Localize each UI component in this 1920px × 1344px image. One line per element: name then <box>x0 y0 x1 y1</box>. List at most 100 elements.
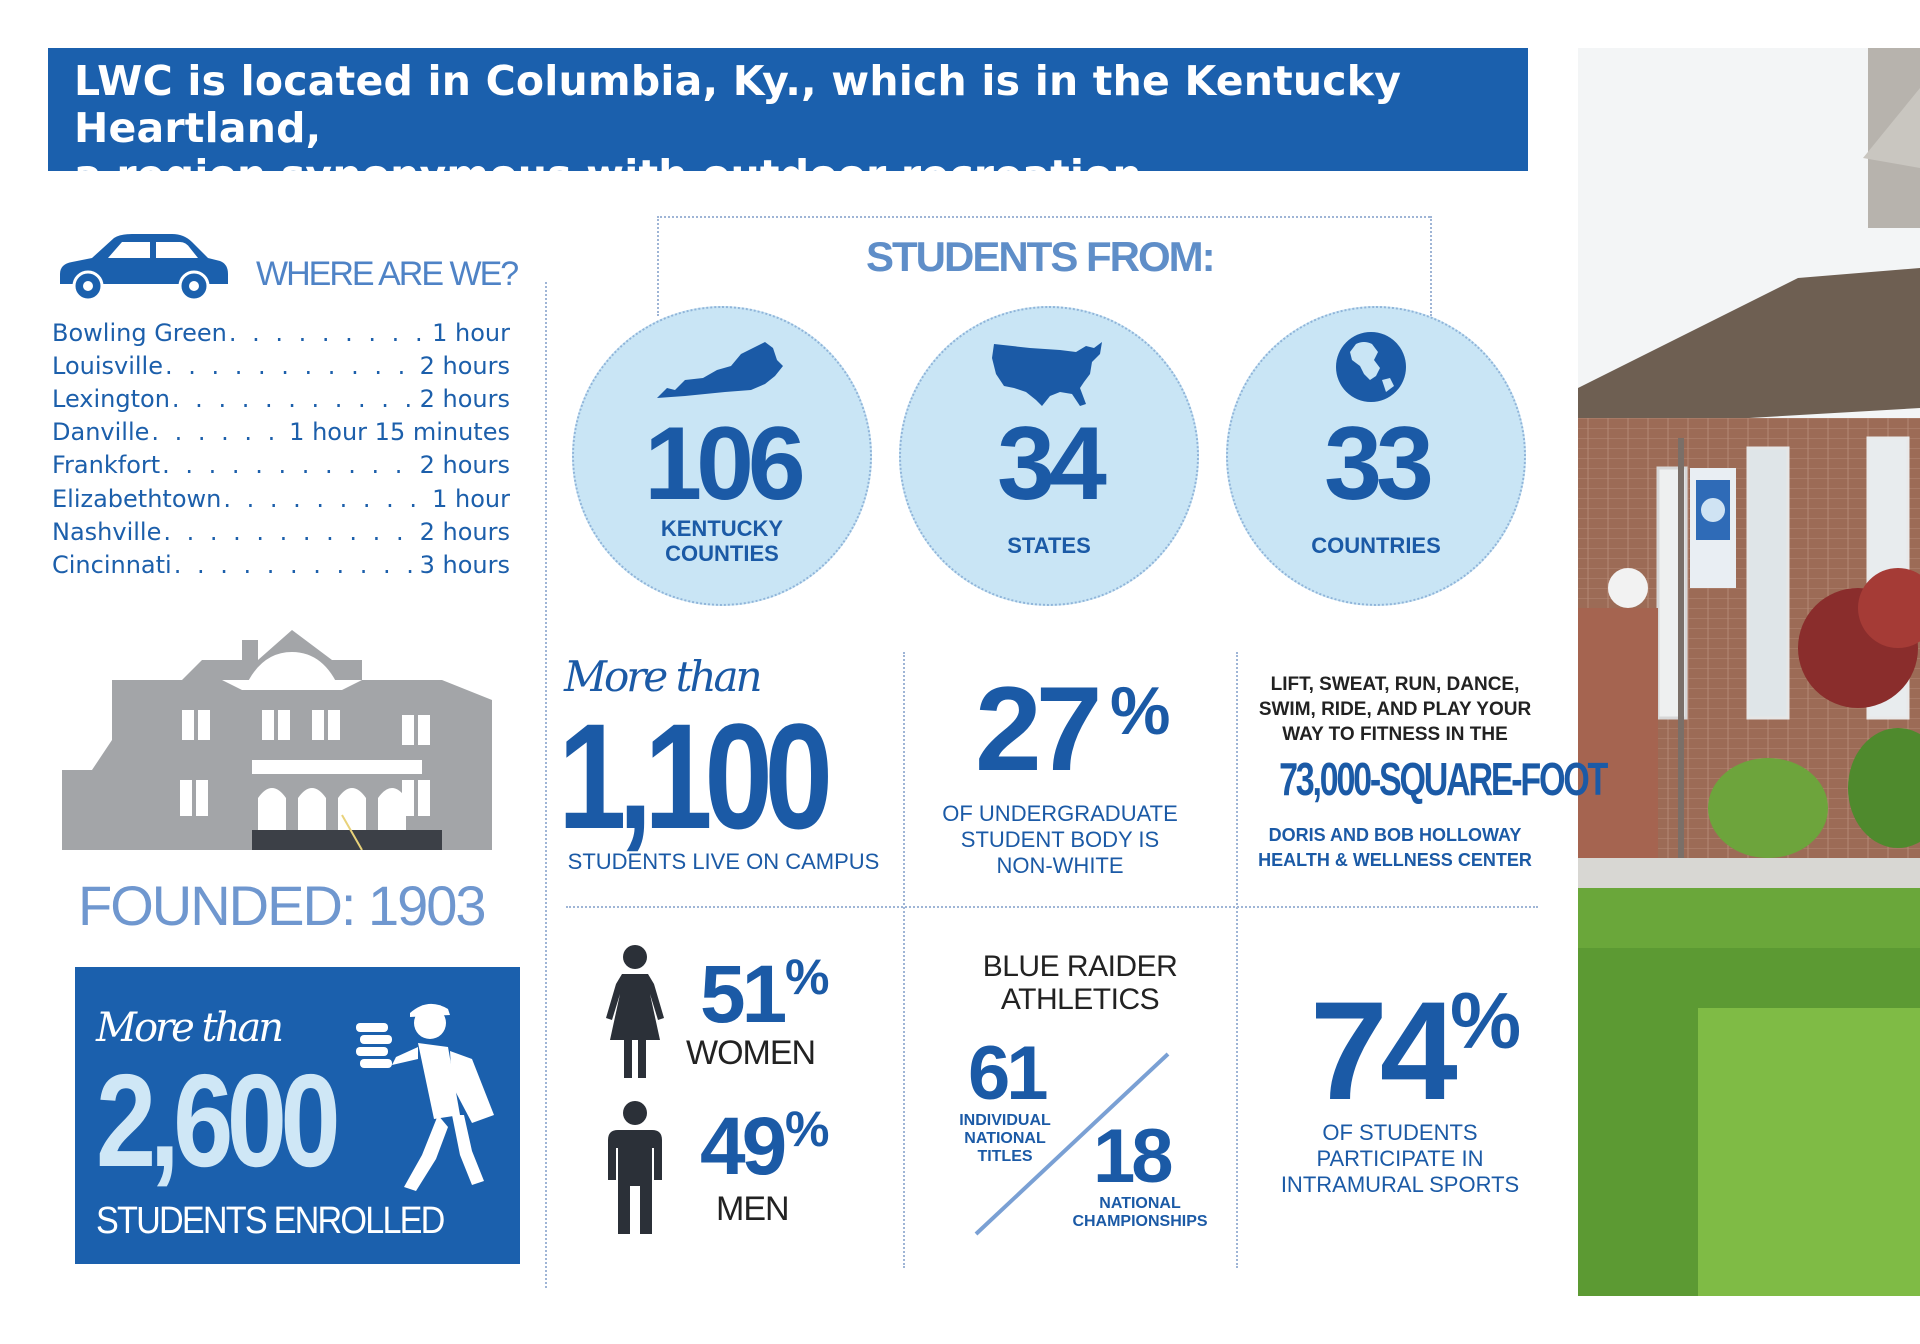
countries-number: 33 <box>1324 406 1434 522</box>
men-percent: 49 <box>700 1101 787 1192</box>
athletics-label-line: NATIONAL <box>1099 1195 1181 1212</box>
center-line: HEALTH & WELLNESS CENTER <box>1258 850 1532 870</box>
fitness-line: LIFT, SWEAT, RUN, DANCE, <box>1270 674 1520 695</box>
students-from-frame <box>657 216 659 316</box>
athletics-label-line: TITLES <box>977 1148 1033 1165</box>
car-icon <box>60 234 228 302</box>
women-label: WOMEN <box>686 1034 816 1072</box>
caption-line: OF UNDERGRADUATE <box>942 801 1178 826</box>
distance-time: 2 hours <box>419 451 510 479</box>
divider <box>545 282 547 1288</box>
countries-label: COUNTRIES <box>1311 533 1441 558</box>
caption-line: STUDENT BODY IS <box>960 827 1160 852</box>
circle-label-line: KENTUCKY <box>660 516 784 541</box>
distance-time: 1 hour <box>432 485 510 513</box>
globe-icon <box>1336 332 1406 402</box>
caption-line: INTRAMURAL SPORTS <box>1280 1172 1520 1197</box>
divider <box>566 906 1538 908</box>
caption-line: PARTICIPATE IN <box>1316 1146 1484 1171</box>
states-label: STATES <box>1007 533 1091 558</box>
distance-row: Nashville 2 hours <box>52 518 510 546</box>
athletics-label-line: INDIVIDUAL <box>959 1112 1051 1129</box>
intramural-number: 74 <box>1310 972 1458 1129</box>
circle-label-line: COUNTIES <box>665 541 779 566</box>
campus-photo-illustration <box>1578 48 1920 1296</box>
individual-titles-label: INDIVIDUAL NATIONAL TITLES <box>945 1112 1065 1166</box>
students-from-frame <box>1430 216 1432 316</box>
campus-photo <box>1578 48 1920 1296</box>
caption-line: OF STUDENTS <box>1322 1120 1478 1145</box>
kentucky-counties-label: KENTUCKY COUNTIES <box>572 516 872 566</box>
athletics-divider-slash <box>974 1052 1170 1236</box>
athletics-label-line: NATIONAL <box>964 1130 1046 1147</box>
usa-map-icon <box>992 342 1102 406</box>
fitness-text: LIFT, SWEAT, RUN, DANCE, SWIM, RIDE, AND… <box>1235 672 1555 747</box>
distance-city: Lexington <box>52 385 170 413</box>
housing-number: 1,100 <box>558 692 833 860</box>
historic-building-icon <box>62 630 492 850</box>
distance-city: Elizabethtown <box>52 485 222 513</box>
caption-line: NON-WHITE <box>996 853 1124 878</box>
students-from-frame <box>657 216 1430 218</box>
distance-city: Louisville <box>52 352 163 380</box>
where-title: WHERE ARE WE? <box>256 255 519 293</box>
enrollment-more-than: More than <box>96 1005 284 1051</box>
athletics-title-line: ATHLETICS <box>1000 983 1160 1016</box>
states-number: 34 <box>997 406 1107 522</box>
championships-label: NATIONAL CHAMPIONSHIPS <box>1065 1195 1215 1231</box>
distance-time: 1 hour <box>432 319 510 347</box>
intramural-percent-sign: % <box>1450 976 1522 1065</box>
intramural-caption: OF STUDENTS PARTICIPATE IN INTRAMURAL SP… <box>1260 1120 1540 1198</box>
housing-more-than: More than <box>564 652 763 701</box>
header-text: LWC is located in Columbia, Ky., which i… <box>74 58 1514 199</box>
center-line: DORIS AND BOB HOLLOWAY <box>1268 825 1522 845</box>
distance-row: Frankfort 2 hours <box>52 451 510 479</box>
divider <box>903 652 905 1268</box>
diversity-caption: OF UNDERGRADUATE STUDENT BODY IS NON-WHI… <box>930 801 1190 879</box>
kentucky-map-icon <box>657 342 783 398</box>
distance-time: 2 hours <box>419 385 510 413</box>
distance-time: 1 hour 15 minutes <box>289 418 510 446</box>
athletics-title-line: BLUE RAIDER <box>982 950 1178 983</box>
distance-row: Lexington 2 hours <box>52 385 510 413</box>
distance-time: 2 hours <box>419 352 510 380</box>
divider <box>1236 652 1238 1268</box>
distance-row: Danville 1 hour 15 minutes <box>52 418 510 446</box>
distance-row: Bowling Green 1 hour <box>52 319 510 347</box>
distance-row: Elizabethtown 1 hour <box>52 485 510 513</box>
diversity-percent-sign: % <box>1110 673 1171 749</box>
fitness-square-footage: 73,000-SQUARE-FOOT <box>1279 753 1608 805</box>
championships-number: 18 <box>1093 1114 1174 1199</box>
header-line-1: LWC is located in Columbia, Ky., which i… <box>74 57 1402 152</box>
header-banner <box>48 48 1528 171</box>
student-with-books-icon <box>356 1003 494 1191</box>
man-icon <box>608 1101 662 1234</box>
distance-city: Frankfort <box>52 451 161 479</box>
woman-icon <box>606 945 664 1078</box>
housing-label: STUDENTS LIVE ON CAMPUS <box>567 849 880 874</box>
enrollment-label: STUDENTS ENROLLED <box>96 1200 445 1242</box>
wellness-center-name: DORIS AND BOB HOLLOWAY HEALTH & WELLNESS… <box>1235 823 1555 873</box>
distance-city: Bowling Green <box>52 319 227 347</box>
header-line-2: a region synonymous with outdoor recreat… <box>74 151 1158 199</box>
men-percent-sign: % <box>785 1101 830 1157</box>
distance-time: 3 hours <box>419 551 510 579</box>
women-percent-sign: % <box>785 949 830 1005</box>
enrollment-number: 2,600 <box>96 1047 341 1194</box>
athletics-title: BLUE RAIDER ATHLETICS <box>960 950 1200 1016</box>
fitness-line: SWIM, RIDE, AND PLAY YOUR <box>1258 699 1532 720</box>
men-label: MEN <box>716 1190 790 1228</box>
women-percent: 51 <box>700 949 787 1040</box>
kentucky-counties-number: 106 <box>644 406 806 522</box>
athletics-label-line: CHAMPIONSHIPS <box>1072 1213 1208 1230</box>
founded-year: FOUNDED: 1903 <box>78 874 487 937</box>
distance-city: Cincinnati <box>52 551 172 579</box>
individual-titles-number: 61 <box>968 1031 1049 1116</box>
distance-row: Louisville 2 hours <box>52 352 510 380</box>
distance-row: Cincinnati 3 hours <box>52 551 510 579</box>
distance-city: Nashville <box>52 518 162 546</box>
distance-time: 2 hours <box>419 518 510 546</box>
fitness-line: WAY TO FITNESS IN THE <box>1282 724 1508 745</box>
kentucky-counties-circle <box>572 306 872 606</box>
students-from-title: STUDENTS FROM: <box>866 233 1216 280</box>
